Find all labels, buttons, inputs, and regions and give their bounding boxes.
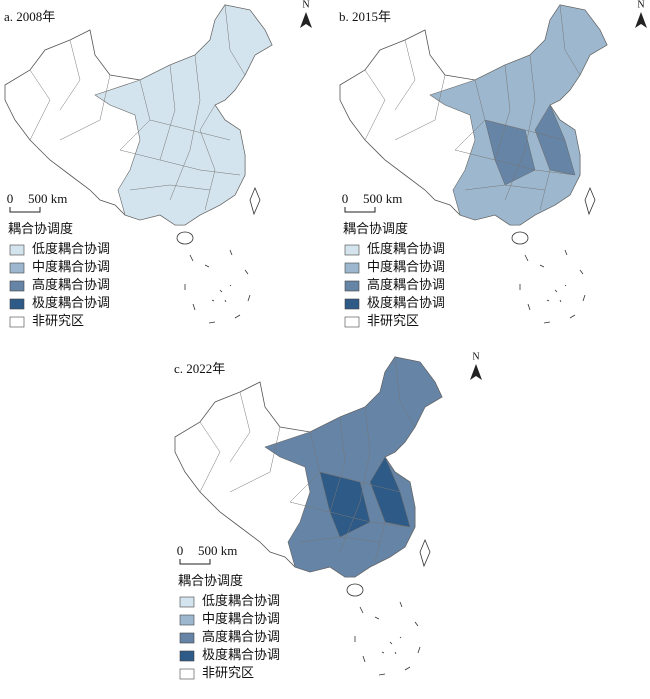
- map-panel: a. 2008年 N 0 500 km 耦合协调度低度耦合协调中度耦合协调高度耦合协调极…: [4, 0, 312, 328]
- legend-swatch: [344, 280, 360, 292]
- north-arrow: [300, 12, 312, 28]
- legend-swatch: [344, 316, 360, 328]
- panel-title: a. 2008年: [4, 9, 55, 24]
- legend-label: 极度耦合协调: [202, 647, 280, 662]
- legend-title: 耦合协调度: [8, 221, 73, 236]
- legend-label: 中度耦合协调: [367, 259, 445, 274]
- scale-zero: 0: [177, 543, 184, 558]
- scale-bar: [344, 207, 376, 213]
- legend-title: 耦合协调度: [178, 573, 243, 588]
- legend-label: 中度耦合协调: [202, 611, 280, 626]
- north-label: N: [472, 351, 479, 362]
- legend-label: 非研究区: [367, 313, 419, 328]
- legend-title: 耦合协调度: [343, 221, 408, 236]
- legend-label: 非研究区: [202, 665, 254, 680]
- scale-length: 500 km: [28, 191, 67, 206]
- north-label: N: [302, 0, 309, 10]
- panel-title: c. 2022年: [174, 361, 225, 376]
- legend-label: 高度耦合协调: [202, 629, 280, 644]
- scale-length: 500 km: [198, 543, 237, 558]
- legend-label: 极度耦合协调: [32, 295, 110, 310]
- panel-title: b. 2015年: [339, 9, 391, 24]
- legend-swatch: [179, 614, 195, 626]
- north-arrow: [470, 364, 482, 380]
- legend-label: 非研究区: [32, 313, 84, 328]
- legend-label: 中度耦合协调: [32, 259, 110, 274]
- legend-swatch: [9, 298, 25, 310]
- legend-label: 极度耦合协调: [367, 295, 445, 310]
- legend-swatch: [344, 262, 360, 274]
- scale-zero: 0: [7, 191, 14, 206]
- scale-bar: [179, 559, 211, 565]
- legend-swatch: [179, 650, 195, 662]
- north-arrow: [635, 12, 647, 28]
- map-panel: b. 2015年 N 0 500 km 耦合协调度低度耦合协调中度耦合协调高度耦合协调极…: [339, 0, 647, 328]
- legend-swatch: [9, 244, 25, 256]
- legend-swatch: [179, 668, 195, 680]
- legend-swatch: [179, 632, 195, 644]
- legend-swatch: [344, 298, 360, 310]
- legend-label: 高度耦合协调: [367, 277, 445, 292]
- north-label: N: [637, 0, 644, 10]
- legend-label: 低度耦合协调: [32, 241, 110, 256]
- legend-swatch: [9, 280, 25, 292]
- legend-label: 低度耦合协调: [367, 241, 445, 256]
- map-panel: c. 2022年 N 0 500 km 耦合协调度低度耦合协调中度耦合协调高度耦合协调极…: [174, 351, 482, 680]
- legend-swatch: [179, 596, 195, 608]
- scale-length: 500 km: [363, 191, 402, 206]
- legend-label: 低度耦合协调: [202, 593, 280, 608]
- legend-swatch: [9, 262, 25, 274]
- scale-bar: [9, 207, 41, 213]
- legend-swatch: [9, 316, 25, 328]
- scale-zero: 0: [342, 191, 349, 206]
- legend-swatch: [344, 244, 360, 256]
- legend-label: 高度耦合协调: [32, 277, 110, 292]
